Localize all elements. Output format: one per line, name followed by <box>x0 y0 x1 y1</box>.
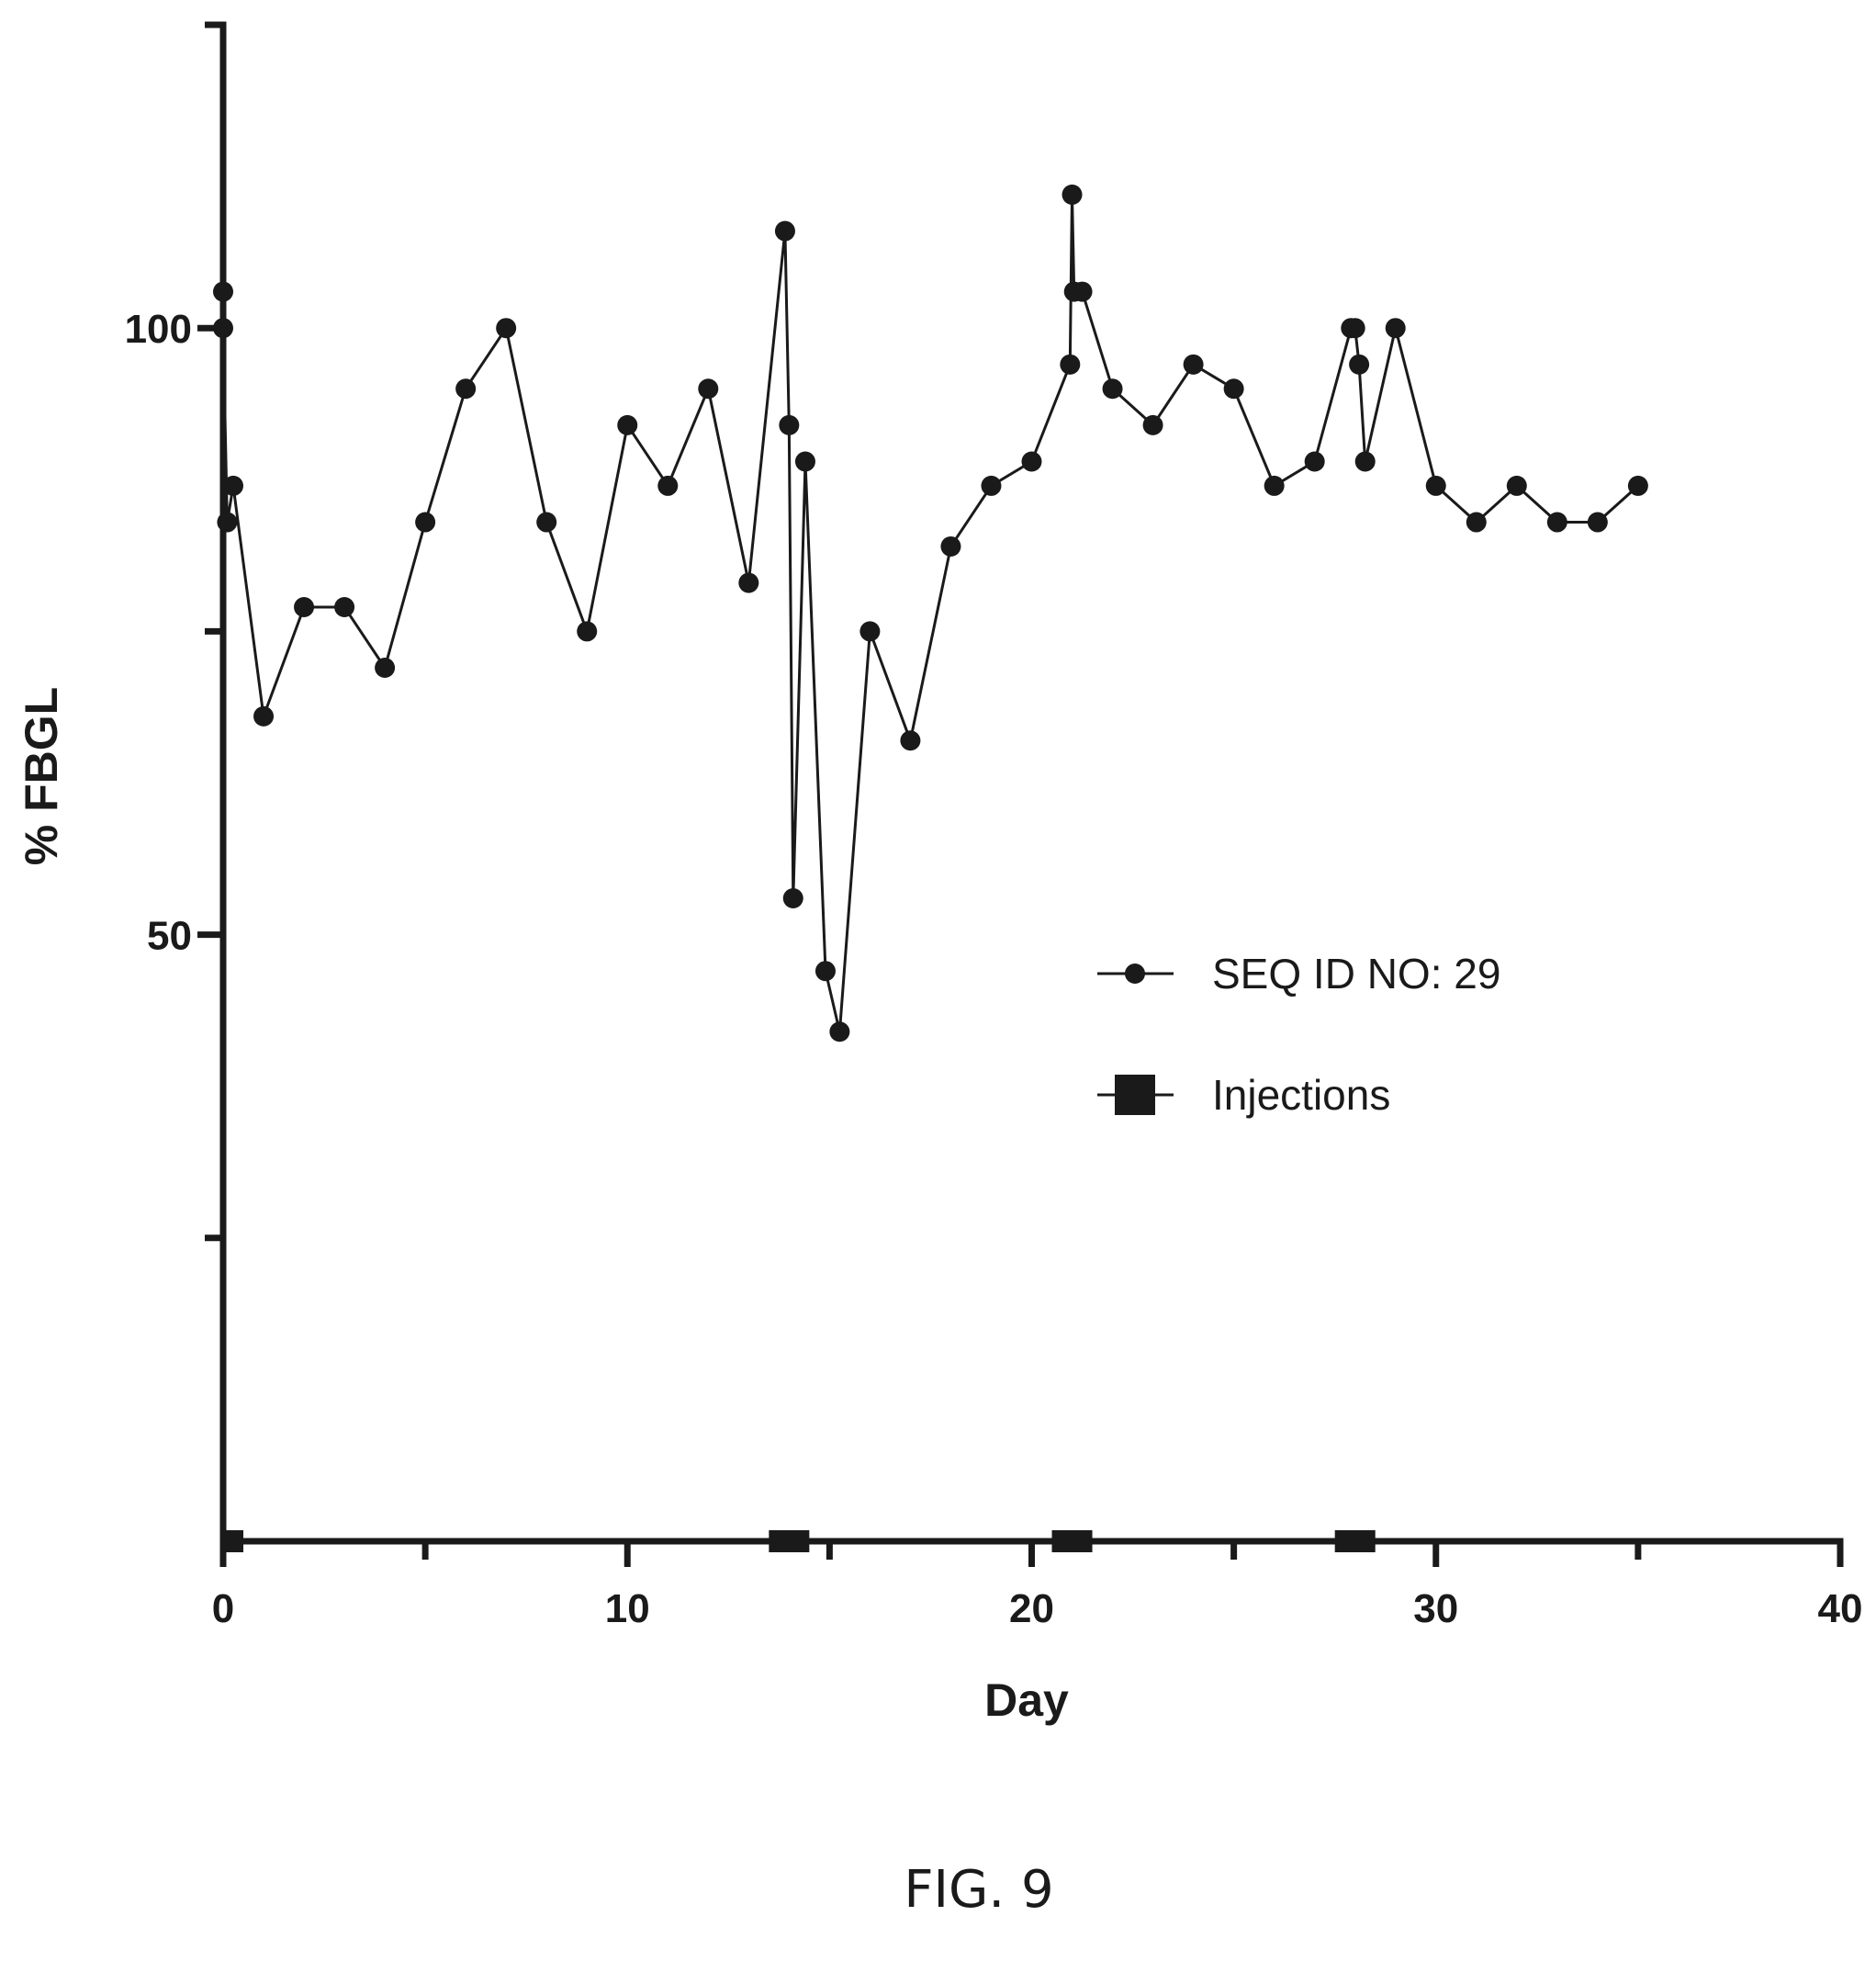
data-point-seq-id-no-29 <box>213 281 233 302</box>
data-point-seq-id-no-29 <box>1072 281 1093 302</box>
data-point-seq-id-no-29 <box>415 512 436 533</box>
data-point-seq-id-no-29 <box>1506 475 1527 496</box>
figure-caption: FIG. 9 <box>904 1860 1053 1920</box>
data-point-seq-id-no-29 <box>698 378 719 400</box>
data-point-seq-id-no-29 <box>859 621 881 642</box>
data-point-seq-id-no-29 <box>1354 451 1376 472</box>
data-point-seq-id-no-29 <box>1062 184 1083 205</box>
y-axis-title: % FBGL <box>16 687 67 865</box>
legend-label-injections: Injections <box>1212 1071 1390 1119</box>
x-axis-title: Day <box>984 1674 1069 1726</box>
data-point-seq-id-no-29 <box>1546 512 1567 533</box>
data-point-seq-id-no-29 <box>1060 354 1081 375</box>
x-tick-label-30: 30 <box>1413 1586 1458 1631</box>
ticks-layer: 0 10 20 30 40 50 100 <box>125 21 1863 1631</box>
data-point-seq-id-no-29 <box>1349 354 1370 375</box>
data-point-seq-id-no-29 <box>375 658 396 679</box>
injection-marker <box>769 1530 810 1552</box>
data-point-seq-id-no-29 <box>774 220 795 242</box>
data-point-seq-id-no-29 <box>1021 451 1042 472</box>
y-tick-label-50: 50 <box>147 914 192 959</box>
data-point-seq-id-no-29 <box>794 451 815 472</box>
legend: SEQ ID NO: 29 Injections <box>1097 950 1500 1119</box>
x-tick-label-20: 20 <box>1009 1586 1054 1631</box>
data-point-seq-id-no-29 <box>1425 475 1446 496</box>
data-point-seq-id-no-29 <box>577 621 598 642</box>
data-point-seq-id-no-29 <box>455 378 477 400</box>
injection-marker <box>223 1530 243 1552</box>
legend-item-seq-id-no-29: SEQ ID NO: 29 <box>1097 950 1500 997</box>
data-point-seq-id-no-29 <box>1142 414 1163 435</box>
data-point-seq-id-no-29 <box>1385 318 1406 339</box>
data-point-seq-id-no-29 <box>1264 475 1285 496</box>
data-point-seq-id-no-29 <box>900 730 921 751</box>
markers-layer <box>213 184 1648 1042</box>
x-tick-label-0: 0 <box>212 1586 234 1631</box>
data-point-seq-id-no-29 <box>1344 318 1365 339</box>
data-point-seq-id-no-29 <box>253 705 275 727</box>
injection-marker <box>1334 1530 1376 1552</box>
data-point-seq-id-no-29 <box>334 596 355 617</box>
series-line-layer <box>221 193 1639 1033</box>
data-point-seq-id-no-29 <box>223 475 244 496</box>
data-point-seq-id-no-29 <box>782 887 803 908</box>
legend-item-injections: Injections <box>1097 1071 1390 1119</box>
data-point-seq-id-no-29 <box>1466 512 1487 533</box>
y-tick-label-100: 100 <box>125 307 192 352</box>
data-point-seq-id-no-29 <box>1587 512 1608 533</box>
x-tick-label-40: 40 <box>1818 1586 1863 1631</box>
data-point-seq-id-no-29 <box>1304 451 1325 472</box>
legend-marker-injections <box>1115 1075 1155 1115</box>
legend-label-seq-id-no-29: SEQ ID NO: 29 <box>1212 950 1500 997</box>
data-point-seq-id-no-29 <box>1223 378 1244 400</box>
data-point-seq-id-no-29 <box>829 1021 850 1042</box>
data-point-seq-id-no-29 <box>1102 378 1123 400</box>
data-point-seq-id-no-29 <box>738 572 759 593</box>
injection-marker <box>1051 1530 1093 1552</box>
x-tick-label-10: 10 <box>605 1586 650 1631</box>
data-point-seq-id-no-29 <box>981 475 1002 496</box>
data-point-seq-id-no-29 <box>1183 354 1204 375</box>
data-point-seq-id-no-29 <box>217 512 238 533</box>
legend-marker-seq-id-no-29 <box>1125 964 1145 984</box>
data-point-seq-id-no-29 <box>294 596 315 617</box>
data-point-seq-id-no-29 <box>213 318 233 339</box>
data-point-seq-id-no-29 <box>940 535 961 557</box>
data-point-seq-id-no-29 <box>814 961 836 982</box>
data-point-seq-id-no-29 <box>657 475 679 496</box>
injections-layer <box>223 1530 1376 1552</box>
data-point-seq-id-no-29 <box>496 318 517 339</box>
data-point-seq-id-no-29 <box>1627 475 1648 496</box>
axes-layer <box>219 21 1844 1545</box>
data-point-seq-id-no-29 <box>779 414 800 435</box>
series-line-seq-id-no-29 <box>221 193 1639 1033</box>
data-point-seq-id-no-29 <box>536 512 557 533</box>
data-point-seq-id-no-29 <box>617 414 638 435</box>
